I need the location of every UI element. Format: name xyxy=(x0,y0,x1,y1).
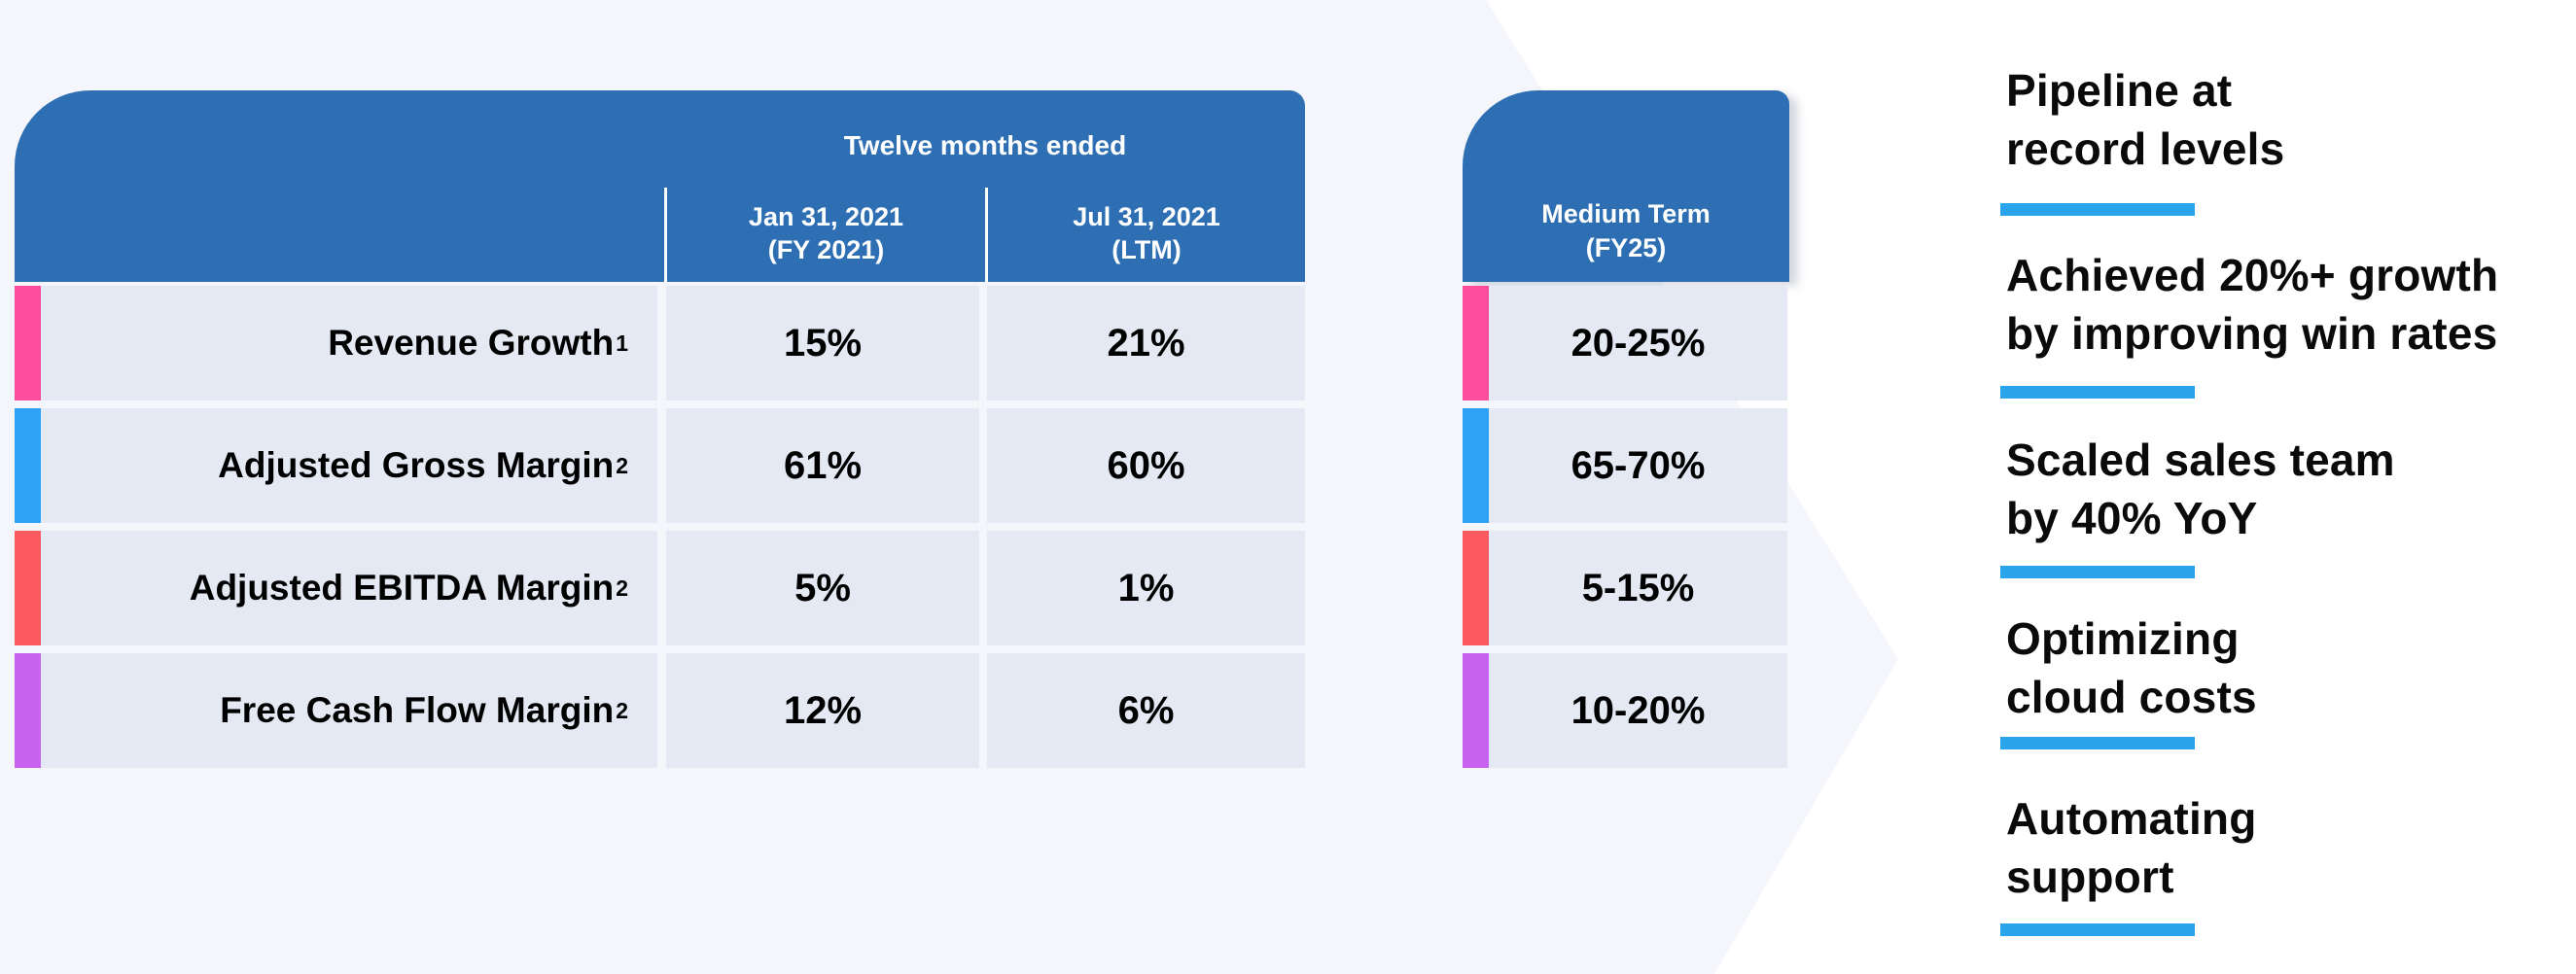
metric-label: Free Cash Flow Margin 2 xyxy=(41,653,657,768)
value-fy2021: 5% xyxy=(666,531,979,645)
highlight-item: Pipeline at record levels xyxy=(2000,61,2560,216)
highlight-item: Achieved 20%+ growth by improving win ra… xyxy=(2000,246,2560,399)
table-row: Adjusted EBITDA Margin 2 5% 1% xyxy=(15,531,1305,645)
metric-color-bar xyxy=(15,408,41,523)
value-ltm: 1% xyxy=(987,531,1305,645)
highlight-underline xyxy=(2000,386,2195,399)
highlight-underline xyxy=(2000,203,2195,216)
group-header-label: Twelve months ended xyxy=(843,130,1127,160)
highlight-item: Automating support xyxy=(2000,789,2560,936)
highlight-item: Optimizing cloud costs xyxy=(2000,609,2560,749)
highlight-text: Optimizing cloud costs xyxy=(2006,613,2257,722)
highlight-underline xyxy=(2000,923,2195,936)
medium-term-row: 65-70% xyxy=(1463,408,1787,523)
highlight-text: Pipeline at record levels xyxy=(2006,65,2285,174)
value-fy2021: 61% xyxy=(666,408,979,523)
medium-term-row: 20-25% xyxy=(1463,286,1787,400)
metric-color-bar xyxy=(1463,653,1489,768)
medium-term-row: 5-15% xyxy=(1463,531,1787,645)
metric-color-bar xyxy=(15,286,41,400)
medium-term-value: 10-20% xyxy=(1489,653,1787,768)
metric-color-bar xyxy=(1463,531,1489,645)
column-header-ltm: Jul 31, 2021 (LTM) xyxy=(1073,201,1220,264)
table-row: Revenue Growth 1 15% 21% xyxy=(15,286,1305,400)
highlight-underline xyxy=(2000,566,2195,578)
highlight-underline xyxy=(2000,737,2195,749)
metric-color-bar xyxy=(15,531,41,645)
metric-color-bar xyxy=(1463,408,1489,523)
metric-color-bar xyxy=(1463,286,1489,400)
metric-label-text: Adjusted EBITDA Margin xyxy=(189,568,615,608)
value-fy2021: 15% xyxy=(666,286,979,400)
medium-term-value: 20-25% xyxy=(1489,286,1787,400)
metric-label-text: Free Cash Flow Margin xyxy=(220,690,615,730)
table-header: Twelve months ended Jan 31, 2021 (FY 202… xyxy=(15,90,1305,282)
metric-label: Revenue Growth 1 xyxy=(41,286,657,400)
highlight-text: Achieved 20%+ growth by improving win ra… xyxy=(2006,250,2499,359)
value-ltm: 6% xyxy=(987,653,1305,768)
medium-term-header: Medium Term (FY25) xyxy=(1463,90,1789,282)
table-row: Adjusted Gross Margin 2 61% 60% xyxy=(15,408,1305,523)
medium-term-row: 10-20% xyxy=(1463,653,1787,768)
column-header-fy2021: Jan 31, 2021 (FY 2021) xyxy=(748,201,904,264)
highlight-item: Scaled sales team by 40% YoY xyxy=(2000,431,2560,578)
value-ltm: 60% xyxy=(987,408,1305,523)
value-ltm: 21% xyxy=(987,286,1305,400)
metric-color-bar xyxy=(15,653,41,768)
metric-label: Adjusted EBITDA Margin 2 xyxy=(41,531,657,645)
header-separator xyxy=(985,188,988,282)
highlight-text: Scaled sales team by 40% YoY xyxy=(2006,435,2395,543)
highlight-text: Automating support xyxy=(2006,793,2257,902)
metric-label-text: Adjusted Gross Margin xyxy=(218,445,615,485)
medium-term-value: 5-15% xyxy=(1489,531,1787,645)
header-separator xyxy=(664,188,667,282)
table-row: Free Cash Flow Margin 2 12% 6% xyxy=(15,653,1305,768)
medium-term-value: 65-70% xyxy=(1489,408,1787,523)
metric-label: Adjusted Gross Margin 2 xyxy=(41,408,657,523)
metric-label-text: Revenue Growth xyxy=(328,323,615,363)
value-fy2021: 12% xyxy=(666,653,979,768)
